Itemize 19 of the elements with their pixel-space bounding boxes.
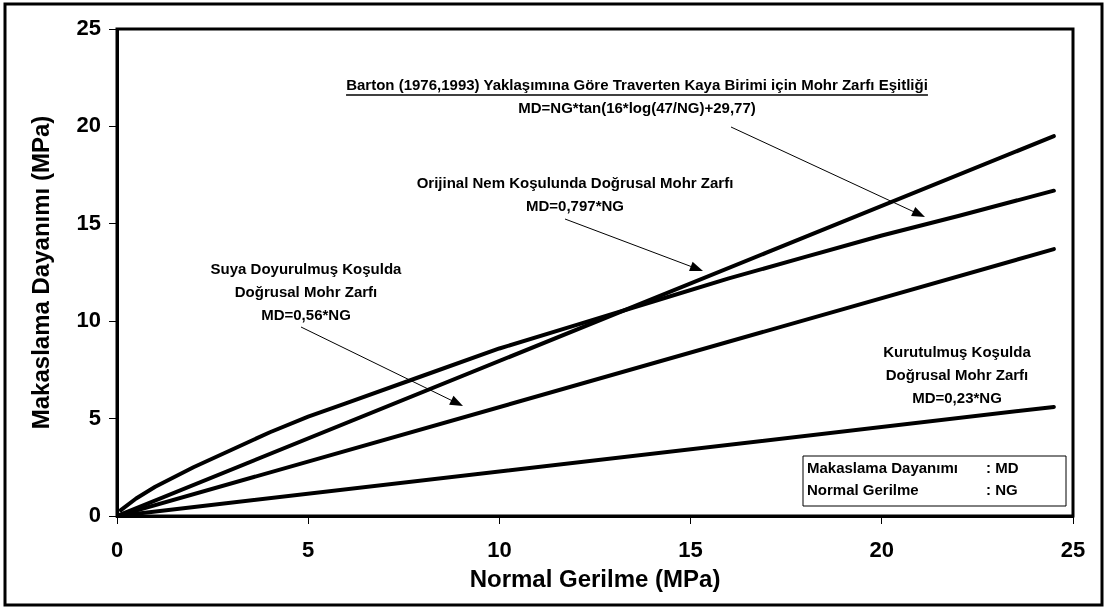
x-tick-label: 10 <box>487 537 512 563</box>
y-tick-label: 15 <box>76 209 101 235</box>
x-tick-label: 25 <box>1060 537 1086 563</box>
x-tick-label: 15 <box>678 537 703 563</box>
y-tick-label: 10 <box>76 307 101 333</box>
y-tick-label: 5 <box>88 404 101 430</box>
annotation: Suya Doyurulmuş Koşulda Doğrusal Mohr Zarfı MD=0,56*NG <box>210 259 403 323</box>
annotation: Kurutulmuş Koşulda Doğrusal Mohr Zarfı MD=0,23*NG <box>883 342 1032 406</box>
y-tick-label: 20 <box>76 112 101 138</box>
x-axis-title: Normal Gerilme (MPa) <box>469 565 721 593</box>
x-tick-label: 20 <box>869 537 895 563</box>
x-tick-label: 0 <box>110 537 124 563</box>
annotation: Orijinal Nem Koşulunda Doğrusal Mohr Zarfı MD=0,797*NG <box>416 173 734 214</box>
y-tick-label: 0 <box>88 502 101 528</box>
x-tick-label: 5 <box>302 537 315 563</box>
y-tick-label: 25 <box>76 15 101 41</box>
text: Makaslama Dayanımı : MD Normal Gerilme : NG <box>807 458 1019 498</box>
y-axis-title: Makaslama Dayanımı (MPa) <box>27 115 55 430</box>
annotation: Barton (1976,1993) Yaklaşımına Göre Traverten Kaya Birimi için Mohr Zarfı Eşitliği MD=NG*tan(16*log(47/NG)+29,77) <box>346 75 928 116</box>
